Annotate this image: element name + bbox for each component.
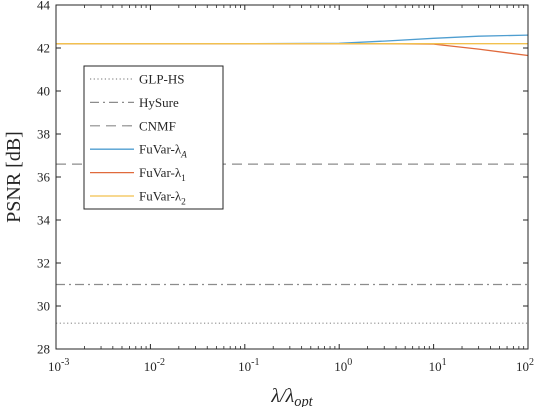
y-tick-label: 40 [37,84,50,99]
series-line-4 [56,43,529,57]
x-axis-label: λ/λopt [270,385,313,407]
series-line-3 [56,34,529,45]
y-tick-label: 44 [37,0,51,13]
legend-label-5: FuVar-λ2 [139,189,186,208]
series-layer [56,34,529,324]
x-tick-label: 101 [429,357,447,374]
y-tick-label: 28 [37,342,50,357]
y-tick-label: 32 [37,256,50,271]
legend-label-1: HySure [139,95,179,110]
x-tick-label: 10-2 [144,357,165,374]
legend-label-0: GLP-HS [139,72,185,87]
x-tick-label: 10-3 [48,357,69,374]
legend-label-2: CNMF [139,118,176,133]
y-axis-label: PSNR [dB] [3,131,25,223]
legend-label-4: FuVar-λ1 [139,165,186,184]
y-tick-label: 38 [37,127,50,142]
x-tick-label: 10-1 [238,357,259,374]
x-tick-label: 100 [334,357,352,374]
ticks-layer: 28 30 32 34 36 38 40 42 44 10-3 10-2 10-1 100 101 102 [37,0,534,374]
legend-box [83,65,224,210]
legend: GLP-HS HySure CNMF FuVar-λA FuVar-λ1 FuVar-λ2 [83,65,224,210]
y-tick-label: 36 [37,170,51,185]
y-tick-label: 30 [37,299,50,314]
y-tick-label: 42 [37,41,50,56]
y-tick-label: 34 [37,213,51,228]
legend-label-3: FuVar-λA [139,142,187,161]
x-tick-label: 102 [516,357,534,374]
